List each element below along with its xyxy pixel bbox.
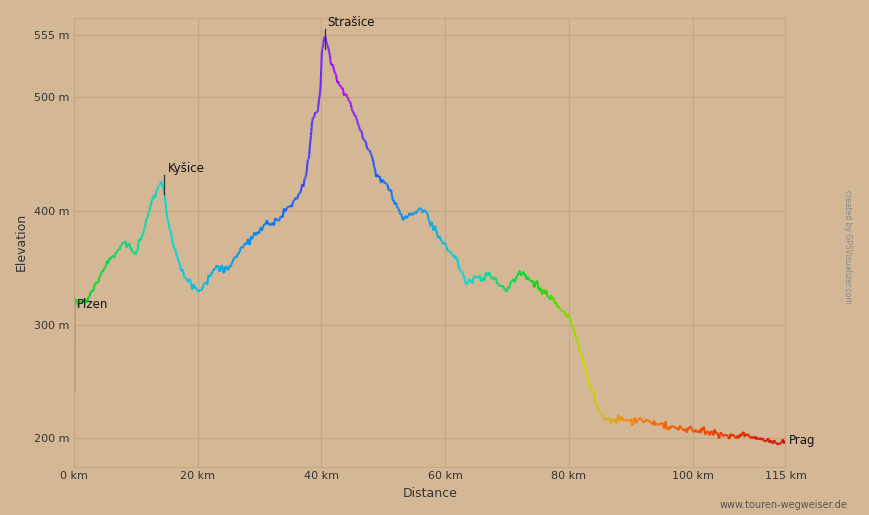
Y-axis label: Elevation: Elevation — [15, 213, 28, 271]
Text: Strašice: Strašice — [328, 16, 375, 29]
Text: www.touren-wegweiser.de: www.touren-wegweiser.de — [720, 500, 847, 510]
Text: Kyšice: Kyšice — [168, 162, 205, 175]
Text: Plzen: Plzen — [77, 298, 109, 311]
Text: created by GPSVisualizer.com: created by GPSVisualizer.com — [843, 190, 852, 304]
X-axis label: Distance: Distance — [402, 487, 457, 500]
Text: Prag: Prag — [788, 434, 815, 447]
